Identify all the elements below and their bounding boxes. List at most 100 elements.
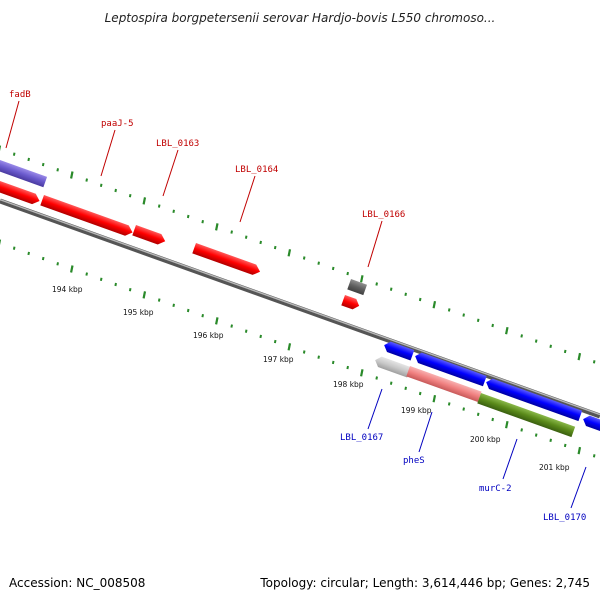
forward-genes [0, 158, 368, 311]
tick-mark-lower [317, 355, 320, 359]
tick-mark-lower [331, 360, 335, 365]
tick-mark-lower [404, 386, 407, 390]
gene-lbl-0166[interactable] [341, 295, 361, 311]
gene-blue-long-2[interactable] [484, 377, 583, 422]
scale-label-196: 196 kbp [193, 331, 224, 340]
scale-label-198: 198 kbp [333, 380, 364, 389]
tick-mark-lower [302, 350, 306, 354]
gene-lbl-0163[interactable] [132, 225, 167, 246]
gene-phes[interactable] [406, 366, 482, 402]
label-lbl-0163: LBL_0163 [156, 139, 199, 149]
tick-mark-upper [201, 220, 204, 224]
leader-lbl-0170 [570, 466, 587, 509]
tick-mark-upper [287, 249, 292, 257]
backbone-line [0, 198, 600, 419]
tick-mark-upper [259, 240, 262, 245]
tick-mark-lower [201, 314, 204, 318]
tick-mark-lower [346, 365, 349, 370]
scale-label-197: 197 kbp [263, 355, 294, 364]
gene-fadb[interactable] [0, 158, 48, 188]
tick-mark-lower [447, 402, 451, 406]
tick-mark-lower [215, 317, 219, 325]
gene-lbl-0167[interactable] [373, 355, 411, 378]
tick-mark-lower [114, 282, 117, 287]
tick-rings [0, 145, 596, 458]
tick-mark-upper [462, 313, 465, 317]
tick-mark-upper [244, 235, 248, 239]
tick-mark-upper [549, 344, 552, 348]
tick-mark-lower [186, 308, 190, 313]
label-paaj-5: paaJ-5 [101, 119, 134, 129]
tick-mark-lower [360, 369, 364, 377]
reverse-genes [373, 340, 600, 438]
tick-mark-upper [317, 261, 320, 265]
tick-mark-upper [99, 183, 103, 187]
tick-mark-lower [41, 256, 45, 261]
tick-mark-lower [85, 272, 88, 276]
leader-lbl-0164 [239, 175, 256, 223]
tick-mark-upper [447, 308, 451, 312]
scale-label-201: 201 kbp [539, 463, 570, 472]
leader-phes [418, 411, 433, 453]
tick-mark-upper [27, 157, 30, 162]
tick-mark-lower [27, 251, 30, 256]
label-murc-2: murC-2 [479, 484, 512, 494]
tick-mark-lower [172, 303, 175, 307]
tick-mark-upper [577, 352, 582, 361]
tick-mark-lower [534, 433, 538, 437]
tick-mark-upper [186, 214, 190, 219]
gene-lbl-0164[interactable] [192, 243, 262, 277]
tick-mark-lower [592, 454, 596, 458]
gene-red-left[interactable] [0, 179, 41, 206]
tick-mark-upper [389, 287, 393, 291]
tick-mark-lower [389, 381, 393, 385]
tick-mark-lower [462, 407, 465, 411]
scale-label-194: 194 kbp [52, 285, 83, 294]
tick-mark-lower [491, 417, 494, 422]
tick-mark-upper [346, 271, 349, 276]
tick-mark-upper [128, 194, 132, 198]
tick-mark-lower [56, 262, 59, 266]
leader-lbl-0166 [367, 220, 383, 268]
gene-lbl-0165[interactable] [347, 279, 368, 296]
gene-blue-small[interactable] [382, 340, 415, 361]
scale-label-195: 195 kbp [123, 308, 154, 317]
tick-mark-upper [157, 204, 161, 208]
scale-label-200: 200 kbp [470, 435, 501, 444]
map-title: Leptospira borgpetersenii serovar Hardjo… [105, 11, 496, 25]
tick-mark-lower [432, 394, 437, 403]
label-lbl-0167: LBL_0167 [340, 433, 383, 443]
gene-lbl-0170[interactable] [581, 414, 600, 435]
leader-lbl-0163 [162, 149, 179, 197]
tick-mark-upper [12, 152, 16, 156]
tick-mark-lower [418, 391, 422, 396]
label-lbl-0164: LBL_0164 [235, 165, 278, 175]
tick-mark-lower [244, 329, 248, 333]
tick-mark-upper [215, 223, 219, 231]
tick-mark-lower [157, 298, 161, 302]
gene-murc-2[interactable] [477, 393, 576, 438]
tick-mark-lower [287, 343, 292, 351]
tick-mark-lower [99, 277, 103, 281]
gene-paaj-5[interactable] [40, 195, 134, 238]
tick-mark-upper [56, 168, 59, 172]
tick-mark-upper [563, 349, 567, 354]
tick-mark-lower [273, 339, 277, 344]
backbone-highlight [0, 198, 600, 416]
label-lbl-0170: LBL_0170 [543, 513, 586, 523]
leader-fadb [5, 100, 20, 149]
tick-mark-upper [331, 266, 335, 271]
tick-mark-lower [142, 291, 147, 299]
label-phes: pheS [403, 456, 425, 466]
tick-mark-upper [491, 323, 494, 328]
tick-mark-upper [534, 339, 538, 343]
tick-mark-upper [142, 197, 147, 205]
gene-blue-long-1[interactable] [413, 351, 487, 387]
tick-mark-lower [128, 288, 132, 292]
scale-labels: 194 kbp 195 kbp 196 kbp 197 kbp 198 kbp … [52, 285, 570, 472]
tick-mark-lower [259, 334, 262, 339]
leader-paaj-5 [100, 129, 116, 177]
tick-mark-upper [418, 297, 422, 302]
tick-mark-lower [549, 438, 552, 442]
